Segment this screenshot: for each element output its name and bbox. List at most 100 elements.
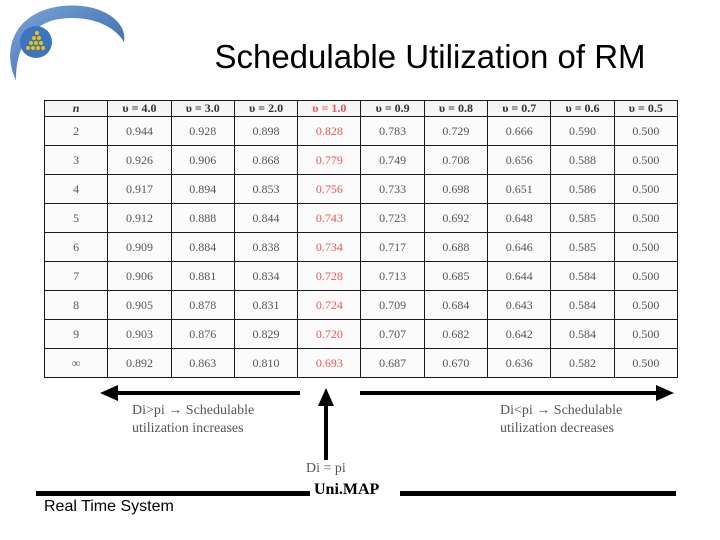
note-schedulable-increases: Di>pi → Schedulable utilization increase… — [132, 402, 254, 438]
utilization-cell: 0.876 — [170, 319, 235, 349]
utilization-cell: 0.783 — [360, 116, 425, 146]
utilization-cell: 0.500 — [613, 145, 679, 175]
header-col: υ = 0.7 — [487, 100, 552, 117]
utilization-cell: 0.709 — [360, 290, 425, 320]
utilization-cell: 0.687 — [360, 348, 425, 378]
utilization-cell: 0.500 — [613, 348, 679, 378]
utilization-cell: 0.643 — [487, 290, 552, 320]
slide-title: Schedulable Utilization of RM — [214, 38, 646, 75]
utilization-cell: 0.648 — [487, 203, 552, 233]
table-header-row: n υ = 4.0 υ = 3.0 υ = 2.0 υ = 1.0 υ = 0.… — [43, 100, 679, 117]
row-n-cell: 6 — [43, 232, 109, 262]
row-n-cell: 8 — [43, 290, 109, 320]
table-row: 8 0.905 0.878 0.831 0.724 0.709 0.684 0.643 0.58… — [43, 290, 679, 320]
utilization-cell: 0.584 — [550, 319, 615, 349]
header-col: υ = 0.8 — [423, 100, 489, 117]
table-row: ∞ 0.892 0.863 0.810 0.693 0.687 0.670 0.636 0.58… — [43, 348, 679, 378]
utilization-cell: 0.585 — [550, 203, 615, 233]
utilization-cell: 0.828 — [297, 116, 362, 146]
utilization-cell: 0.585 — [550, 232, 615, 262]
header-col: υ = 3.0 — [170, 100, 235, 117]
table-row: 5 0.912 0.888 0.844 0.743 0.723 0.692 0.648 0.58… — [43, 203, 679, 233]
utilization-cell: 0.500 — [613, 290, 679, 320]
utilization-cell: 0.636 — [487, 348, 552, 378]
brand-logo-text: Uni.MAP — [314, 481, 380, 498]
utilization-cell: 0.698 — [423, 174, 489, 204]
utilization-cell: 0.720 — [297, 319, 362, 349]
utilization-cell: 0.651 — [487, 174, 552, 204]
utilization-cell: 0.500 — [613, 203, 679, 233]
right-arrow-icon — [360, 385, 674, 401]
utilization-cell: 0.898 — [233, 116, 299, 146]
row-n-cell: 2 — [43, 116, 109, 146]
utilization-cell: 0.717 — [360, 232, 425, 262]
utilization-cell: 0.912 — [107, 203, 172, 233]
utilization-cell: 0.500 — [613, 319, 679, 349]
header-n: n — [43, 100, 109, 117]
utilization-cell: 0.500 — [613, 232, 679, 262]
utilization-cell: 0.688 — [423, 232, 489, 262]
utilization-cell: 0.728 — [297, 261, 362, 291]
utilization-cell: 0.944 — [107, 116, 172, 146]
note-deadline-equals-period: Di = pi — [306, 461, 346, 476]
utilization-cell: 0.500 — [613, 261, 679, 291]
utilization-table-container: n υ = 4.0 υ = 3.0 υ = 2.0 υ = 1.0 υ = 0.… — [43, 100, 679, 378]
utilization-cell: 0.844 — [233, 203, 299, 233]
utilization-cell: 0.878 — [170, 290, 235, 320]
utilization-cell: 0.909 — [107, 232, 172, 262]
utilization-cell: 0.884 — [170, 232, 235, 262]
header-col: υ = 0.9 — [360, 100, 425, 117]
utilization-cell: 0.743 — [297, 203, 362, 233]
footer-divider-right — [400, 491, 676, 496]
utilization-cell: 0.723 — [360, 203, 425, 233]
utilization-cell: 0.666 — [487, 116, 552, 146]
table-row: 4 0.917 0.894 0.853 0.756 0.733 0.698 0.651 0.58… — [43, 174, 679, 204]
utilization-cell: 0.881 — [170, 261, 235, 291]
utilization-cell: 0.853 — [233, 174, 299, 204]
utilization-cell: 0.863 — [170, 348, 235, 378]
utilization-cell: 0.905 — [107, 290, 172, 320]
utilization-cell: 0.713 — [360, 261, 425, 291]
utilization-cell: 0.500 — [613, 174, 679, 204]
note-schedulable-decreases: Di<pi → Schedulable utilization decrease… — [500, 402, 622, 438]
utilization-cell: 0.756 — [297, 174, 362, 204]
utilization-cell: 0.834 — [233, 261, 299, 291]
table-row: 3 0.926 0.906 0.868 0.779 0.749 0.708 0.656 0.58… — [43, 145, 679, 175]
note-right-line1: Di<pi → Schedulable — [500, 403, 623, 418]
utilization-cell: 0.906 — [107, 261, 172, 291]
utilization-cell: 0.642 — [487, 319, 552, 349]
row-n-cell: 7 — [43, 261, 109, 291]
header-col-highlight: υ = 1.0 — [297, 100, 362, 117]
row-n-cell: 5 — [43, 203, 109, 233]
utilization-cell: 0.868 — [233, 145, 299, 175]
utilization-cell: 0.903 — [107, 319, 172, 349]
utilization-cell: 0.749 — [360, 145, 425, 175]
utilization-cell: 0.894 — [170, 174, 235, 204]
utilization-cell: 0.692 — [423, 203, 489, 233]
utilization-cell: 0.892 — [107, 348, 172, 378]
utilization-cell: 0.810 — [233, 348, 299, 378]
utilization-cell: 0.829 — [233, 319, 299, 349]
left-arrow-icon — [100, 385, 300, 401]
row-n-cell: ∞ — [43, 348, 109, 378]
utilization-cell: 0.838 — [233, 232, 299, 262]
utilization-cell: 0.685 — [423, 261, 489, 291]
utilization-cell: 0.917 — [107, 174, 172, 204]
header-col: υ = 4.0 — [107, 100, 172, 117]
table-row: 9 0.903 0.876 0.829 0.720 0.707 0.682 0.642 0.58… — [43, 319, 679, 349]
utilization-cell: 0.928 — [170, 116, 235, 146]
utilization-cell: 0.590 — [550, 116, 615, 146]
utilization-cell: 0.646 — [487, 232, 552, 262]
utilization-cell: 0.684 — [423, 290, 489, 320]
utilization-cell: 0.670 — [423, 348, 489, 378]
utilization-table: n υ = 4.0 υ = 3.0 υ = 2.0 υ = 1.0 υ = 0.… — [43, 100, 679, 378]
note-right-line2: utilization decreases — [500, 421, 614, 436]
utilization-cell: 0.734 — [297, 232, 362, 262]
utilization-cell: 0.733 — [360, 174, 425, 204]
university-logo-icon — [2, 2, 130, 92]
utilization-cell: 0.926 — [107, 145, 172, 175]
note-left-line2: utilization increases — [132, 421, 244, 436]
header-col: υ = 2.0 — [233, 100, 299, 117]
utilization-cell: 0.831 — [233, 290, 299, 320]
utilization-cell: 0.584 — [550, 290, 615, 320]
